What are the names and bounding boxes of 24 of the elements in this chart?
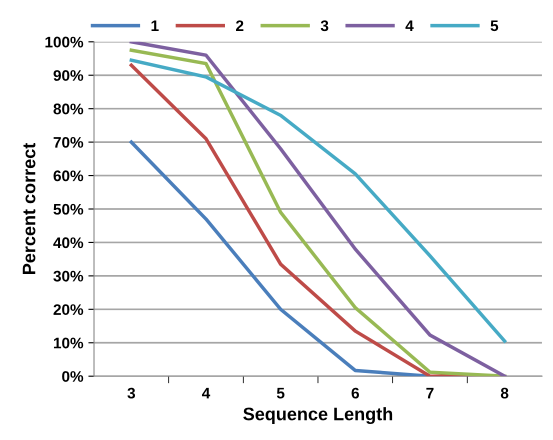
x-tick-label: 3	[127, 388, 136, 399]
legend-label: 5	[490, 20, 498, 32]
y-tick-label: 10%	[54, 338, 84, 348]
y-tick-label: 20%	[54, 304, 84, 316]
y-tick-label: 80%	[54, 104, 84, 114]
y-tick-label: 100%	[45, 36, 84, 48]
legend-label: 3	[320, 20, 328, 32]
y-tick-label: 0%	[62, 371, 84, 382]
x-tick-label: 6	[352, 388, 359, 399]
x-axis-title: Sequence Length	[243, 407, 392, 424]
y-axis-title: Percent correct	[22, 142, 36, 274]
x-tick-label: 7	[426, 388, 434, 398]
y-tick-label: 90%	[54, 70, 84, 81]
y-tick-label: 70%	[54, 136, 84, 148]
x-tick-label: 5	[276, 388, 284, 399]
legend-label: 2	[236, 20, 244, 31]
legend-label: 4	[405, 20, 414, 31]
y-tick-label: 60%	[54, 170, 84, 182]
y-tick-label: 30%	[53, 270, 84, 282]
x-tick-label: 8	[500, 388, 508, 399]
legend-label: 1	[152, 20, 159, 31]
y-tick-label: 40%	[53, 237, 84, 248]
y-tick-label: 50%	[53, 204, 84, 215]
x-tick-label: 4	[202, 388, 210, 398]
